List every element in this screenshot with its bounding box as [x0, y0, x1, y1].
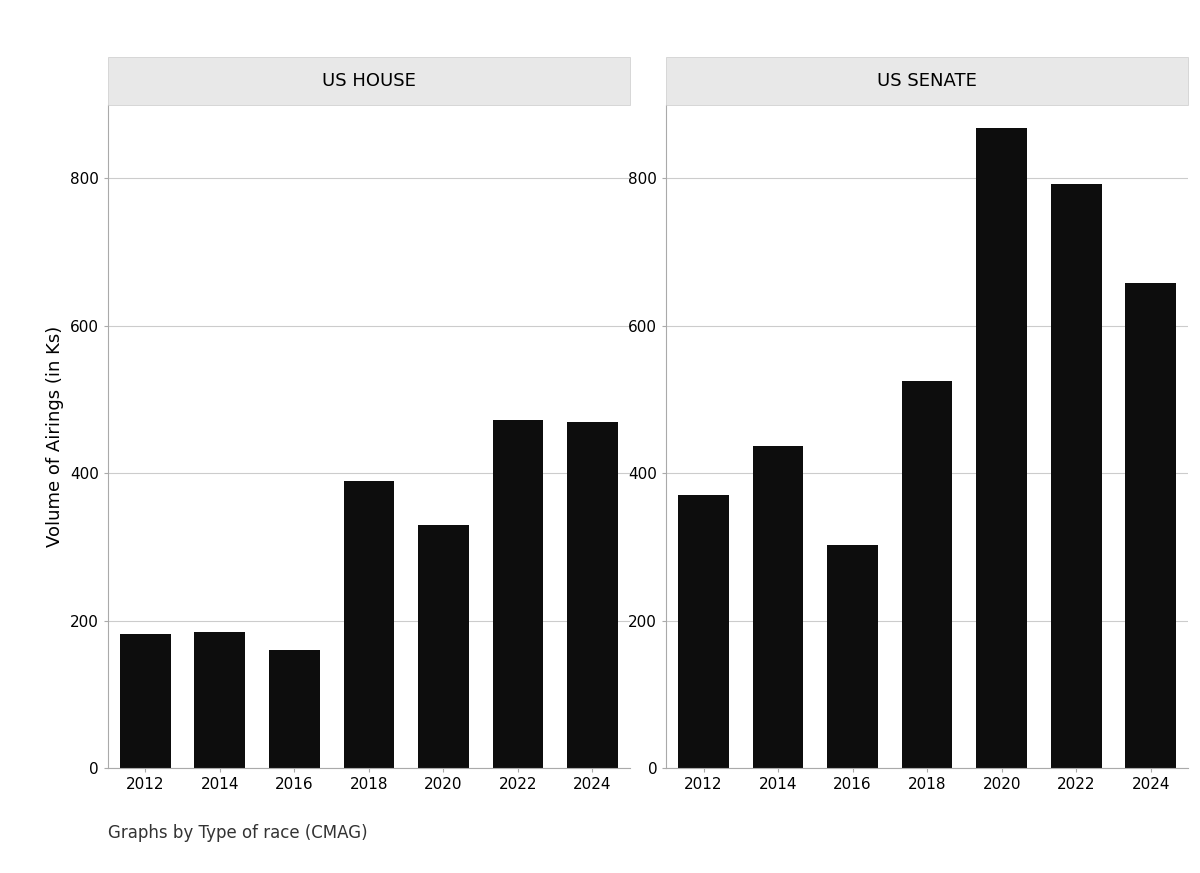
- Bar: [269, 650, 319, 768]
- Bar: [1126, 283, 1176, 768]
- Bar: [1051, 183, 1102, 768]
- Bar: [752, 446, 804, 768]
- Bar: [827, 545, 878, 768]
- Text: US SENATE: US SENATE: [877, 72, 977, 90]
- Bar: [568, 422, 618, 768]
- Bar: [194, 632, 245, 768]
- Text: US HOUSE: US HOUSE: [322, 72, 416, 90]
- Text: Graphs by Type of race (CMAG): Graphs by Type of race (CMAG): [108, 824, 367, 842]
- Bar: [120, 634, 170, 768]
- Y-axis label: Volume of Airings (in Ks): Volume of Airings (in Ks): [47, 326, 65, 547]
- Bar: [678, 496, 728, 768]
- Bar: [418, 525, 469, 768]
- Bar: [343, 481, 395, 768]
- Bar: [492, 420, 544, 768]
- Bar: [977, 128, 1027, 768]
- Bar: [901, 382, 953, 768]
